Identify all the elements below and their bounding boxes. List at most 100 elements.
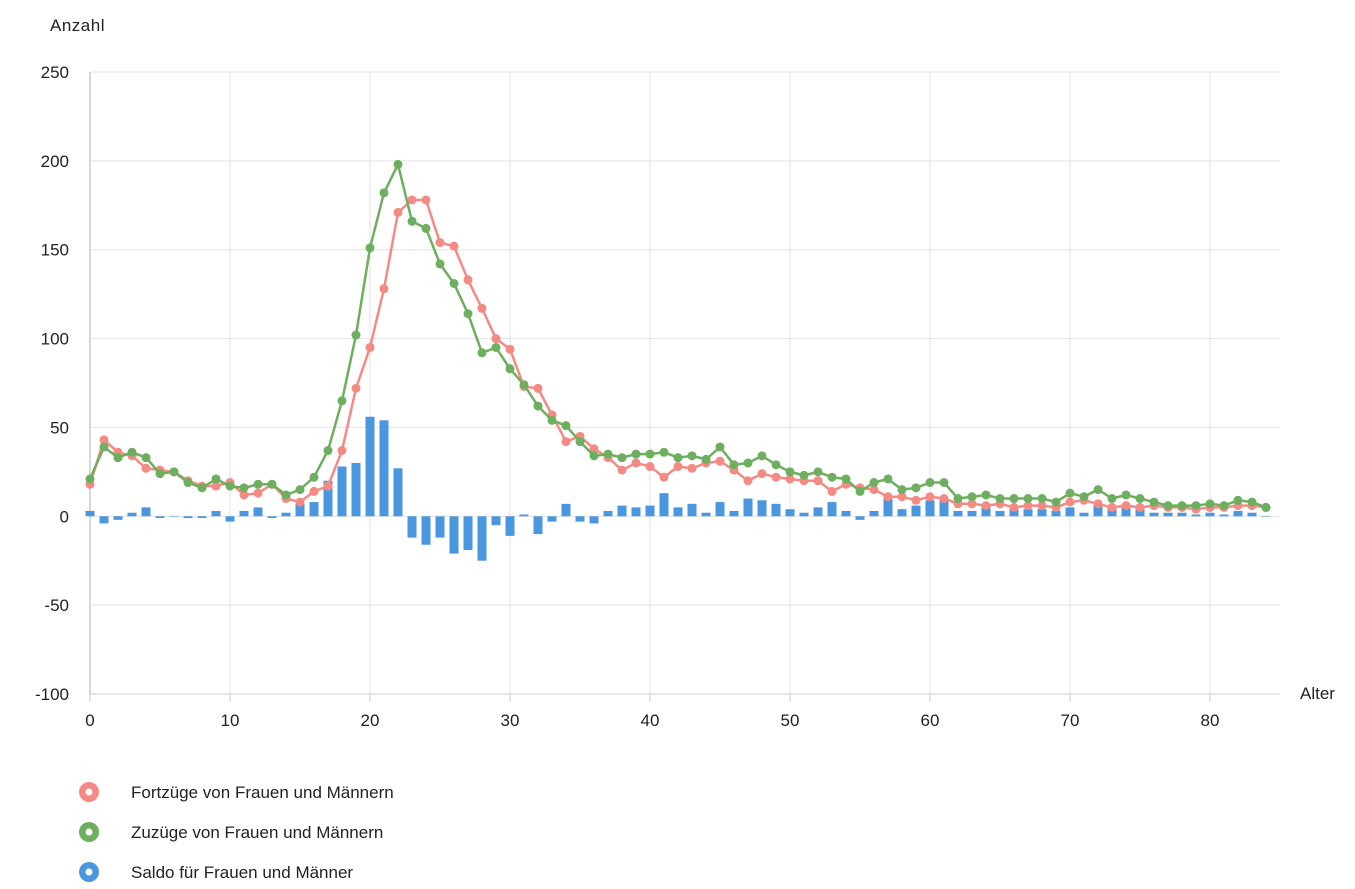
- bar: [113, 516, 123, 520]
- data-point: [183, 478, 193, 488]
- data-point: [141, 453, 151, 463]
- data-point: [1009, 502, 1019, 512]
- y-tick-label: -100: [35, 685, 69, 704]
- bar: [1219, 514, 1229, 517]
- data-point: [1023, 501, 1033, 511]
- x-tick-label: 70: [1061, 711, 1080, 730]
- bar: [295, 503, 305, 517]
- data-point: [337, 396, 347, 406]
- x-tick-label: 30: [501, 711, 520, 730]
- x-tick-label: 50: [781, 711, 800, 730]
- data-point: [631, 449, 641, 459]
- data-point: [491, 334, 501, 344]
- y-tick-label: 50: [50, 418, 69, 437]
- data-point: [113, 453, 123, 463]
- bar: [1261, 516, 1271, 517]
- data-point: [785, 467, 795, 477]
- data-point: [323, 446, 333, 456]
- data-point: [785, 474, 795, 484]
- axis-ticks: -100 -50 0 50 100 150 200 250 0 10 20 30 40 50 60 70 80: [35, 63, 1219, 730]
- bar: [799, 512, 809, 517]
- data-point: [1065, 497, 1075, 507]
- bar: [855, 516, 865, 520]
- data-point: [687, 463, 697, 473]
- legend-label: Fortzüge von Frauen und Männern: [131, 783, 394, 802]
- x-tick-label: 80: [1201, 711, 1220, 730]
- bar: [1023, 509, 1033, 517]
- data-point: [813, 467, 823, 477]
- bar: [617, 505, 627, 517]
- data-point: [589, 444, 599, 454]
- bar: [645, 505, 655, 517]
- data-point: [939, 478, 949, 488]
- bar: [337, 466, 347, 517]
- data-point: [799, 470, 809, 480]
- y-tick-label: -50: [44, 596, 69, 615]
- bar: [729, 510, 739, 517]
- data-point: [841, 474, 851, 484]
- bar: [687, 503, 697, 517]
- bar: [239, 510, 249, 517]
- data-point: [85, 474, 95, 484]
- bar: [491, 516, 501, 526]
- data-point: [1079, 492, 1089, 502]
- data-point: [631, 458, 641, 468]
- bar: [575, 516, 585, 522]
- data-point: [953, 494, 963, 504]
- data-point: [463, 275, 473, 285]
- data-point: [435, 259, 445, 269]
- data-point: [1065, 488, 1075, 498]
- bar: [785, 509, 795, 517]
- data-point: [589, 451, 599, 461]
- data-point: [239, 483, 249, 493]
- bar: [659, 493, 669, 517]
- data-point: [197, 483, 207, 493]
- data-point: [225, 481, 235, 491]
- bar: [841, 510, 851, 517]
- data-point: [617, 465, 627, 475]
- data-point: [1121, 501, 1131, 511]
- data-point: [757, 451, 767, 461]
- data-point: [295, 497, 305, 507]
- bar: [1247, 512, 1257, 517]
- data-point: [379, 188, 389, 198]
- x-axis-label: Alter: [1300, 684, 1335, 703]
- data-point: [645, 449, 655, 459]
- data-point: [309, 472, 319, 482]
- data-point: [407, 216, 417, 226]
- y-tick-label: 0: [60, 507, 69, 526]
- data-point: [1093, 499, 1103, 509]
- y-axis-label: Anzahl: [50, 16, 105, 35]
- data-point: [141, 463, 151, 473]
- data-point: [477, 348, 487, 358]
- bar: [883, 498, 893, 517]
- y-tick-label: 100: [41, 330, 69, 349]
- bar: [743, 498, 753, 517]
- data-point: [211, 481, 221, 491]
- bar: [1093, 503, 1103, 517]
- x-tick-label: 20: [361, 711, 380, 730]
- bar: [897, 509, 907, 517]
- bar: [953, 510, 963, 517]
- bar: [1121, 505, 1131, 517]
- data-point: [687, 451, 697, 461]
- x-tick-label: 10: [221, 711, 240, 730]
- data-point: [1149, 497, 1159, 507]
- data-point: [435, 238, 445, 248]
- bar: [995, 510, 1005, 517]
- bar: [169, 516, 179, 517]
- data-point: [309, 486, 319, 496]
- x-tick-label: 0: [85, 711, 94, 730]
- bar: [351, 462, 361, 517]
- bar: [939, 500, 949, 517]
- data-point: [155, 469, 165, 479]
- y-tick-label: 150: [41, 241, 69, 260]
- data-point: [253, 479, 263, 489]
- data-point: [533, 383, 543, 393]
- legend-label: Saldo für Frauen und Männer: [131, 863, 353, 882]
- data-point: [477, 303, 487, 313]
- data-point: [211, 474, 221, 484]
- data-point: [743, 458, 753, 468]
- bar: [435, 516, 445, 538]
- data-point: [505, 344, 515, 354]
